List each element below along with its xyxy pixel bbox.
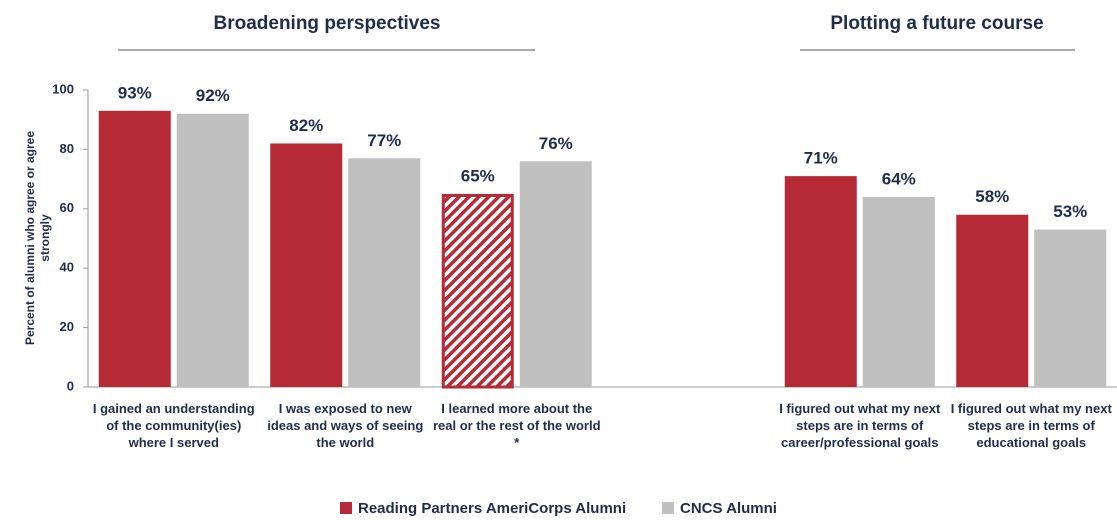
data-label: 53% [1053, 202, 1087, 221]
y-axis-label: Percent of alumni who agree or agree str… [23, 130, 52, 346]
y-tick-label: 60 [60, 200, 74, 215]
y-tick-label: 0 [67, 378, 74, 393]
bar [862, 196, 935, 387]
data-label: 65% [461, 166, 495, 185]
legend-swatch [340, 502, 352, 514]
x-tick-label: I gained an understanding of the communi… [92, 401, 255, 450]
y-tick-label: 20 [60, 319, 74, 334]
x-tick-label: I figured out what my next steps are in … [950, 401, 1112, 450]
bar [98, 110, 171, 387]
legend-label: CNCS Alumni [680, 500, 777, 517]
x-tick-label: I was exposed to new ideas and ways of s… [267, 401, 424, 450]
data-label: 82% [289, 116, 323, 135]
data-label: 76% [539, 134, 573, 153]
data-label: 77% [367, 131, 401, 150]
bar [956, 214, 1029, 387]
bar [348, 158, 421, 387]
x-tick-label: I learned more about the real or the res… [432, 401, 601, 450]
y-tick-label: 40 [60, 260, 74, 275]
x-tick-label: I figured out what my next steps are in … [779, 401, 941, 450]
data-label: 93% [118, 83, 152, 102]
bar [1034, 229, 1107, 387]
group-title: Broadening perspectives [213, 13, 440, 34]
y-tick-label: 80 [60, 141, 74, 156]
legend-swatch [662, 502, 674, 514]
bar [519, 161, 592, 387]
data-label: 64% [882, 169, 916, 188]
legend-label: Reading Partners AmeriCorps Alumni [358, 500, 626, 517]
bar [784, 176, 857, 387]
bar [441, 193, 514, 389]
bar [176, 113, 249, 387]
data-label: 58% [975, 187, 1009, 206]
data-label: 71% [804, 149, 838, 168]
y-tick-label: 100 [52, 81, 74, 96]
bar [270, 143, 343, 387]
group-title: Plotting a future course [830, 13, 1043, 34]
data-label: 92% [196, 86, 230, 105]
